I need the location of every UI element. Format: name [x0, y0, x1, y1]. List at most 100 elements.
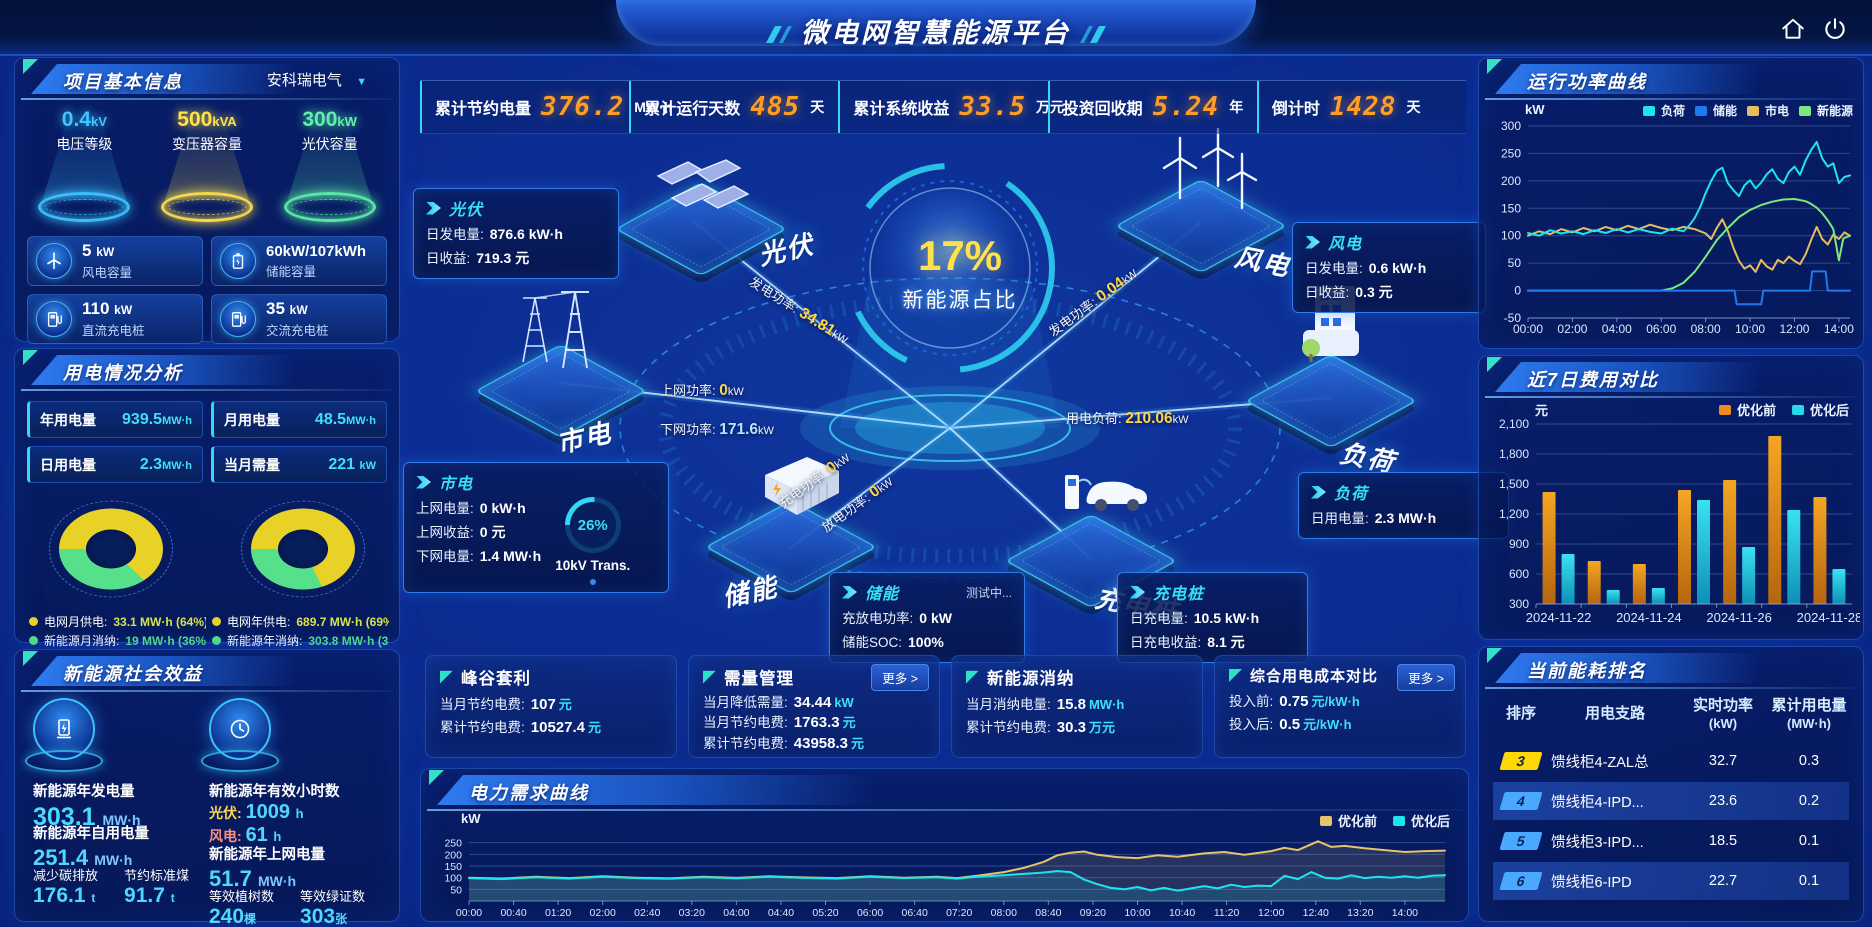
card-peak-valley: 峰谷套利 当月节约电费: 107 元 累计节约电费: 10527.4 元: [425, 655, 677, 758]
home-icon[interactable]: [1780, 16, 1806, 42]
corner-icon: [966, 670, 979, 684]
corner-icon: [440, 670, 453, 684]
infobox-grid: 市电 上网电量: 0 kW·h 上网收益: 0 元 下网电量: 1.4 MW·h 26…: [403, 462, 669, 593]
svg-text:-50: -50: [1504, 311, 1522, 325]
panel-cost-comparison: 近7日费用对比 元 优化前 优化后 2,100 1,800 1,500 1,200 90…: [1478, 355, 1864, 640]
benefits-hours: 新能源年有效小时数 光伏: 1009 h 风电: 61 h 新能源年上网电量 5…: [209, 698, 385, 927]
benefits-generation: 新能源年发电量 303.1 MW·h 新能源年自用电量 251.4 MW·h 减…: [33, 698, 209, 927]
table-header: 排序 用电支路 实时功率 (kW) 累计用电量 (MW·h): [1505, 697, 1847, 731]
svg-text:00:40: 00:40: [500, 907, 526, 917]
charger-icon: [220, 301, 256, 337]
corner-icon: [1487, 357, 1502, 372]
svg-text:100: 100: [444, 873, 462, 885]
more-button[interactable]: 更多 >: [871, 664, 929, 691]
svg-text:03:20: 03:20: [679, 907, 705, 917]
panel-power-curve: 运行功率曲线 kW 负荷 储能 市电 新能源 300 250 200 150 100 50…: [1478, 57, 1864, 349]
battery-container-icon: [765, 457, 839, 515]
project-selector[interactable]: 安科瑞电气 ▼: [267, 69, 367, 90]
panel-header: 当前能耗排名: [1485, 648, 1857, 689]
kpi-unit: 年: [1229, 99, 1244, 115]
table-row[interactable]: 6 馈线柜6-IPD 22.7 0.1: [1493, 862, 1849, 900]
page-title-text: 微电网智慧能源平台: [801, 18, 1071, 48]
infobox-charger: 充电桩 日充电量: 10.5 kW·h 日充电收益: 8.1 元: [1117, 572, 1308, 663]
wind-icon: [36, 243, 72, 279]
arrow-icon: [1130, 585, 1145, 599]
svg-text:10:40: 10:40: [1169, 907, 1195, 917]
legend-dot: [212, 617, 221, 626]
svg-text:10:00: 10:00: [1124, 907, 1150, 917]
pager-dot[interactable]: [589, 579, 596, 585]
svg-text:250: 250: [1501, 146, 1521, 160]
kpi-energy-saved: 累计节约电量 376.2 MW·h: [420, 81, 672, 133]
more-button[interactable]: 更多 >: [1397, 664, 1455, 691]
podium-voltage: 0.4kV 电压等级: [28, 108, 140, 226]
panel-social-benefits: 新能源社会效益 新能源年发电量 303.1 MW·h 新能源年自用电量 251.…: [14, 649, 400, 927]
card-wind-capacity: 5 kW 风电容量: [27, 236, 203, 286]
capacity-cards: 5 kW 风电容量 60kW/107kWh 储能容量 110 kW 直流充电桩: [15, 226, 399, 344]
legend-dot: [29, 617, 38, 626]
corner-icon: [23, 59, 38, 74]
cost-legend: 优化前 优化后: [1718, 400, 1849, 419]
transmission-tower-icon: [522, 291, 589, 369]
svg-text:01:20: 01:20: [545, 907, 571, 917]
donut-charts: [15, 483, 399, 601]
benefits-columns: 新能源年发电量 303.1 MW·h 新能源年自用电量 251.4 MW·h 减…: [15, 690, 399, 927]
page-title: 微电网智慧能源平台: [765, 11, 1107, 50]
svg-text:02:40: 02:40: [634, 907, 660, 917]
clock-icon: [209, 698, 271, 760]
podium-row: 0.4kV 电压等级 500kVA 变压器容量 300kW 光伏容量: [15, 98, 399, 226]
arrow-icon: [1311, 485, 1326, 499]
svg-text:200: 200: [1501, 174, 1521, 188]
kpi-run-days: 累计运行天数 485 天: [629, 81, 838, 133]
svg-text:05:20: 05:20: [812, 907, 838, 917]
svg-text:04:00: 04:00: [723, 907, 749, 917]
card-cost-comparison: 综合用电成本对比 更多 > 投入前: 0.75 元/kW·h 投入后: 0.5 元/kW…: [1214, 655, 1466, 758]
svg-text:2,100: 2,100: [1499, 417, 1529, 431]
svg-text:300: 300: [1501, 120, 1521, 133]
corner-icon: [703, 670, 716, 684]
benefit-trees: 等效植树数 240棵: [209, 889, 275, 927]
panel-header: 电力需求曲线: [427, 770, 1462, 811]
panel-header: 项目基本信息 安科瑞电气 ▼: [21, 59, 393, 100]
svg-text:11:20: 11:20: [1214, 907, 1240, 917]
stat-month-usage: 月用电量 48.5MW·h: [211, 401, 387, 438]
power-icon[interactable]: [1822, 16, 1848, 42]
kpi-bar: 累计节约电量 376.2 MW·h 累计运行天数 485 天 累计系统收益 33…: [420, 80, 1466, 134]
corner-icon: [1229, 669, 1242, 682]
panel-header: 近7日费用对比: [1485, 357, 1857, 398]
svg-text:06:40: 06:40: [902, 907, 928, 917]
svg-text:09:20: 09:20: [1080, 907, 1106, 917]
decor-slash-icon: [1089, 26, 1107, 44]
table-row[interactable]: 4 馈线柜4-IPD... 23.6 0.2: [1493, 782, 1849, 820]
renewable-share-value: 17%: [917, 232, 1003, 279]
panel-project-info: 项目基本信息 安科瑞电气 ▼ 0.4kV 电压等级 500kVA 变压器容量 3…: [14, 57, 400, 344]
card-demand-management: 需量管理 更多 > 当月降低需量: 34.44 kW 当月节约电费: 1763.3 元 …: [688, 655, 940, 758]
benefit-co2: 减少碳排放 176.1 t: [33, 868, 99, 907]
table-row[interactable]: 3 馈线柜4-ZAL总 32.7 0.3: [1493, 742, 1849, 780]
svg-text:14:00: 14:00: [1824, 322, 1854, 336]
solar-panels-icon: [656, 159, 750, 209]
stat-day-usage: 日用电量 2.3MW·h: [27, 446, 203, 483]
svg-text:14:00: 14:00: [1392, 907, 1418, 917]
legend-item: 电网年供电: 689.7 MW·h (69%): [212, 613, 389, 630]
stat-month-demand: 当月需量 221 kW: [211, 446, 387, 483]
svg-text:1,500: 1,500: [1499, 477, 1529, 491]
svg-text:08:00: 08:00: [991, 907, 1017, 917]
table-row[interactable]: 5 馈线柜3-IPD... 18.5 0.1: [1493, 822, 1849, 860]
svg-text:150: 150: [1501, 201, 1521, 215]
corner-icon: [429, 770, 444, 785]
svg-text:00:00: 00:00: [456, 907, 482, 917]
kpi-value: 485: [750, 92, 801, 122]
flow-up-power: 上网功率: 0kW: [660, 382, 744, 399]
chevron-down-icon: ▼: [356, 76, 367, 88]
panel-header: 运行功率曲线: [1485, 59, 1857, 100]
kpi-unit: 天: [810, 99, 825, 115]
panel-title: 用电情况分析: [63, 363, 183, 383]
stat-year-usage: 年用电量 939.5MW·h: [27, 401, 203, 438]
svg-text:13:20: 13:20: [1347, 907, 1373, 917]
svg-text:2024-11-22: 2024-11-22: [1526, 610, 1592, 625]
kpi-payback-period: 投资回收期 5.24 年: [1047, 81, 1257, 133]
card-storage-capacity: 60kW/107kWh 储能容量: [211, 236, 387, 286]
svg-text:250: 250: [444, 838, 462, 850]
benefit-coal: 节约标准煤 91.7 t: [124, 868, 190, 907]
